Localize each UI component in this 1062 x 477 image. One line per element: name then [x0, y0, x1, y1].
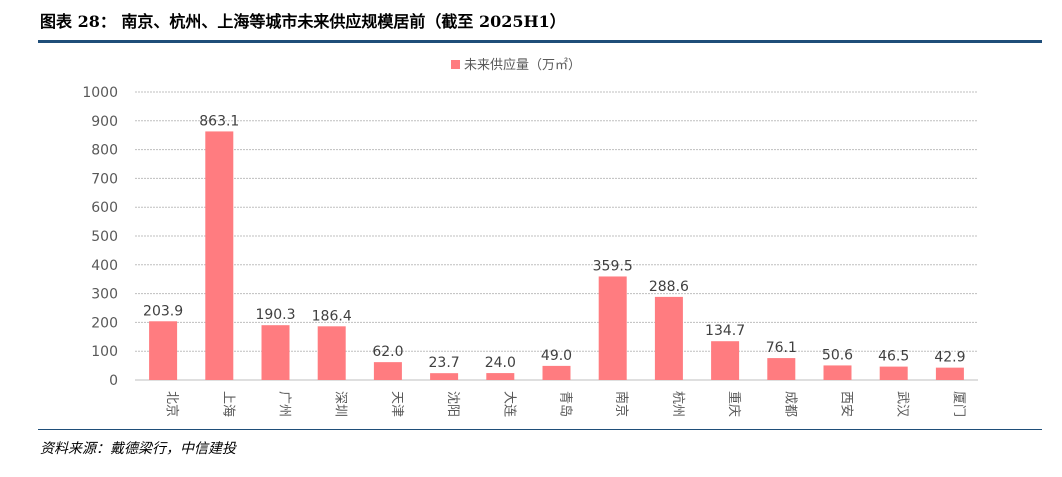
data-label: 186.4 — [312, 308, 352, 324]
bar-深圳 — [317, 326, 346, 380]
y-tick-label: 300 — [91, 287, 118, 303]
bar-北京 — [149, 321, 178, 380]
y-tick-label: 500 — [91, 229, 118, 245]
data-label: 46.5 — [878, 349, 909, 365]
data-label: 190.3 — [255, 307, 295, 323]
category-label: 天津 — [389, 391, 404, 417]
category-label: 沈阳 — [445, 391, 460, 417]
data-label: 23.7 — [429, 355, 460, 371]
source-rule — [38, 429, 1042, 430]
category-label: 成都 — [782, 391, 797, 417]
y-tick-label: 900 — [91, 114, 118, 130]
y-tick-label: 600 — [91, 200, 118, 216]
category-label: 杭州 — [670, 391, 685, 417]
category-label: 武汉 — [895, 391, 910, 417]
bar-重庆 — [711, 341, 740, 380]
bar-厦门 — [935, 367, 964, 380]
category-label: 南京 — [614, 391, 630, 417]
y-tick-label: 700 — [91, 171, 118, 187]
category-label: 北京 — [164, 391, 179, 417]
bar-青岛 — [542, 365, 571, 380]
bar-chart: 未来供应量（万㎡） 0 100 200 300 400 500 600 700 800 900 10… — [82, 57, 978, 417]
data-label: 76.1 — [766, 340, 797, 356]
data-labels: 203.9 863.1 190.3 186.4 62.0 23.7 24.0 49.0 359.… — [143, 113, 965, 371]
data-label: 42.9 — [934, 350, 965, 366]
bar-杭州 — [654, 296, 683, 380]
bar-沈阳 — [430, 373, 459, 380]
x-axis-categories: 北京 上海 广州 深圳 天津 沈阳 大连 青岛 南京 杭州 重庆 成都 西安 武汉 厦门 — [164, 391, 966, 417]
y-tick-label: 1000 — [82, 85, 118, 101]
data-label: 863.1 — [199, 113, 239, 129]
category-label: 深圳 — [333, 391, 348, 417]
category-label: 大连 — [501, 391, 517, 417]
gridlines — [135, 91, 978, 381]
bars — [149, 131, 964, 380]
category-label: 厦门 — [951, 391, 966, 417]
category-label: 重庆 — [726, 391, 742, 417]
category-label: 上海 — [220, 391, 235, 417]
bar-广州 — [261, 325, 290, 380]
title-rule — [38, 40, 1042, 43]
data-label: 288.6 — [649, 279, 689, 295]
data-label: 203.9 — [143, 303, 183, 319]
bar-南京 — [598, 276, 627, 380]
data-label: 134.7 — [705, 323, 745, 339]
data-label: 359.5 — [593, 258, 633, 274]
y-tick-label: 0 — [109, 373, 118, 389]
source-note: 资料来源：戴德梁行，中信建投 — [40, 441, 236, 457]
legend-label: 未来供应量（万㎡） — [464, 57, 581, 73]
bar-大连 — [486, 373, 515, 380]
category-label: 广州 — [277, 391, 292, 417]
category-label: 西安 — [839, 391, 854, 417]
legend-swatch — [451, 60, 460, 69]
bar-西安 — [823, 365, 852, 380]
y-tick-label: 200 — [91, 315, 118, 331]
data-label: 62.0 — [372, 344, 403, 360]
bar-天津 — [373, 362, 402, 380]
bar-成都 — [767, 358, 796, 380]
category-label: 青岛 — [558, 391, 574, 417]
data-label: 24.0 — [485, 355, 516, 371]
y-tick-label: 100 — [91, 344, 118, 360]
y-axis-ticks: 0 100 200 300 400 500 600 700 800 900 1000 — [82, 85, 118, 389]
y-tick-label: 800 — [91, 143, 118, 159]
data-label: 49.0 — [541, 348, 572, 364]
legend: 未来供应量（万㎡） — [451, 57, 581, 73]
bar-上海 — [205, 131, 234, 380]
data-label: 50.6 — [822, 347, 853, 363]
y-tick-label: 400 — [91, 258, 118, 274]
figure-title: 图表 28： 南京、杭州、上海等城市未来供应规模居前（截至 2025H1） — [40, 12, 566, 31]
bar-武汉 — [879, 366, 908, 380]
